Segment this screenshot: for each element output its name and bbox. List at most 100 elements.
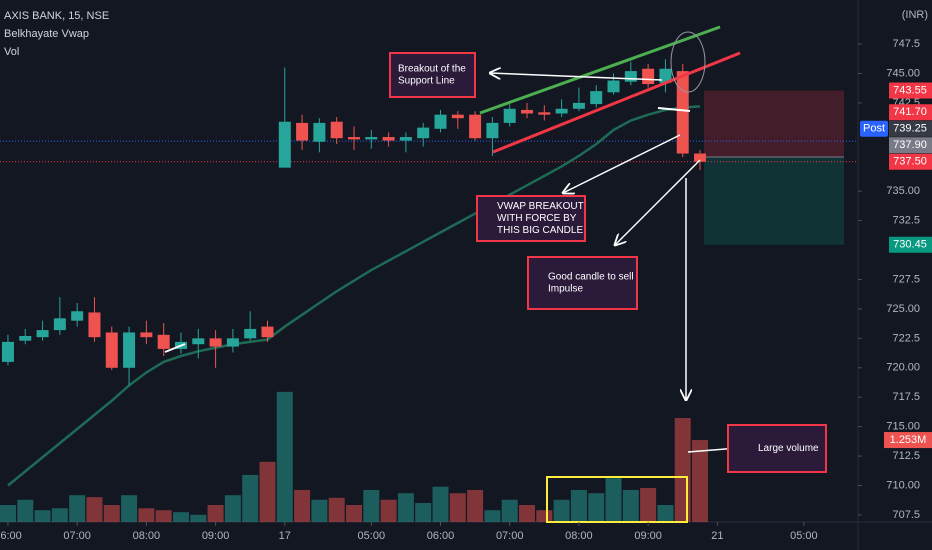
volume-badge [884,432,932,449]
volume-bar [501,499,518,522]
candle-body [417,127,430,139]
x-tick-label: 09:00 [634,530,662,542]
x-tick-label: 08:00 [133,530,161,542]
currency-label: (INR) [902,9,928,21]
volume-bar [622,489,639,522]
candle-body [140,332,153,338]
candle-body [555,108,568,114]
volume-bar [588,493,605,522]
candle-body [209,338,222,347]
y-tick-label: 707.5 [892,509,920,521]
volume-bar [657,504,674,522]
marker-line [657,107,691,112]
y-tick-label: 735.00 [886,185,920,197]
volume-bar [276,391,293,522]
annotation-text: WITH FORCE BY [497,213,577,224]
candle-body [486,122,499,139]
volume-bar [242,474,259,522]
volume-bar [432,486,449,522]
volume-bar [103,504,120,522]
annotation-text: Large volume [758,443,819,454]
x-tick-label: 06:00 [427,530,455,542]
volume-badge-label: 1.253M [890,434,927,446]
x-tick-label: 05:00 [790,530,818,542]
candle-body [538,112,551,115]
candle-body [278,121,291,168]
volume-bar [415,503,432,522]
candle-body [503,108,516,123]
price-badge [889,153,932,170]
volume-bar [259,461,276,522]
candle-body [53,318,66,331]
y-tick-label: 712.5 [892,450,920,462]
candle-body [469,114,482,139]
price-badge [889,104,932,121]
annotation-text: Breakout of the [398,64,466,75]
candle-body [19,335,32,341]
annotation-box [389,52,476,98]
annotation-text: Impulse [548,284,583,295]
candle-body [590,91,603,105]
x-tick-label: 08:00 [565,530,593,542]
candle-body [36,330,49,338]
x-tick-label: 21 [711,530,723,542]
candle-body [347,137,360,140]
volume-bar [294,489,311,522]
price-badge-label: 737.50 [893,156,927,168]
price-badge [889,120,932,137]
candle-body [624,71,637,82]
candle-body [192,338,205,345]
x-tick-label: 06:00 [0,530,22,542]
volume-bar [692,440,709,522]
y-tick-label: 745.00 [886,67,920,79]
stop-zone [704,90,844,158]
volume-bar [51,508,68,522]
volume-bar [207,504,224,522]
volume-bar [328,497,345,522]
price-badge-label: 737.90 [893,139,927,151]
candle-body [313,122,326,142]
candle-body [382,137,395,141]
candle-body [572,102,585,109]
candle-body [261,326,274,338]
arrow [490,73,663,81]
y-tick-label: 725.00 [886,303,920,315]
price-badge [889,82,932,99]
candle-body [296,122,309,141]
annotation-text: THIS BIG CANDLE [497,225,583,236]
y-tick-label: 717.5 [892,391,920,403]
volume-bar [86,497,103,522]
badge-tag-text: Post [863,123,885,135]
volume-bar [172,512,189,522]
volume-bar [484,510,501,522]
target-zone [704,157,844,245]
volume-bar [155,510,172,522]
volume-bar [190,514,207,522]
volume-bar [69,495,86,522]
volume-bar [570,489,587,522]
price-badge-label: 741.70 [893,106,927,118]
candle-body [244,328,257,339]
y-tick-label: 747.5 [892,38,920,50]
candle-body [607,80,620,93]
candle-body [521,109,534,114]
price-badge [889,137,932,154]
legend: AXIS BANK, 15, NSE Belkhayate Vwap Vol (… [4,9,928,58]
badge-tag [860,120,888,137]
indicator-label: Vol [4,46,19,58]
arrow [563,134,681,193]
candle-body [123,332,136,368]
candle-body [71,311,84,321]
price-badges: 743.55 741.70 Post 739.25 737.90 737.50 730.45… [860,82,932,449]
y-tick-label: 722.5 [892,332,920,344]
highlight-ellipse [670,31,706,93]
candle-body [226,338,239,347]
y-tick-label: 720.00 [886,362,920,374]
volume-bar [363,489,380,522]
candle-body [157,334,170,349]
x-tick-label: 09:00 [202,530,230,542]
x-tick-label: 17 [279,530,291,542]
volume-bar [138,508,155,522]
drawings [164,25,741,523]
